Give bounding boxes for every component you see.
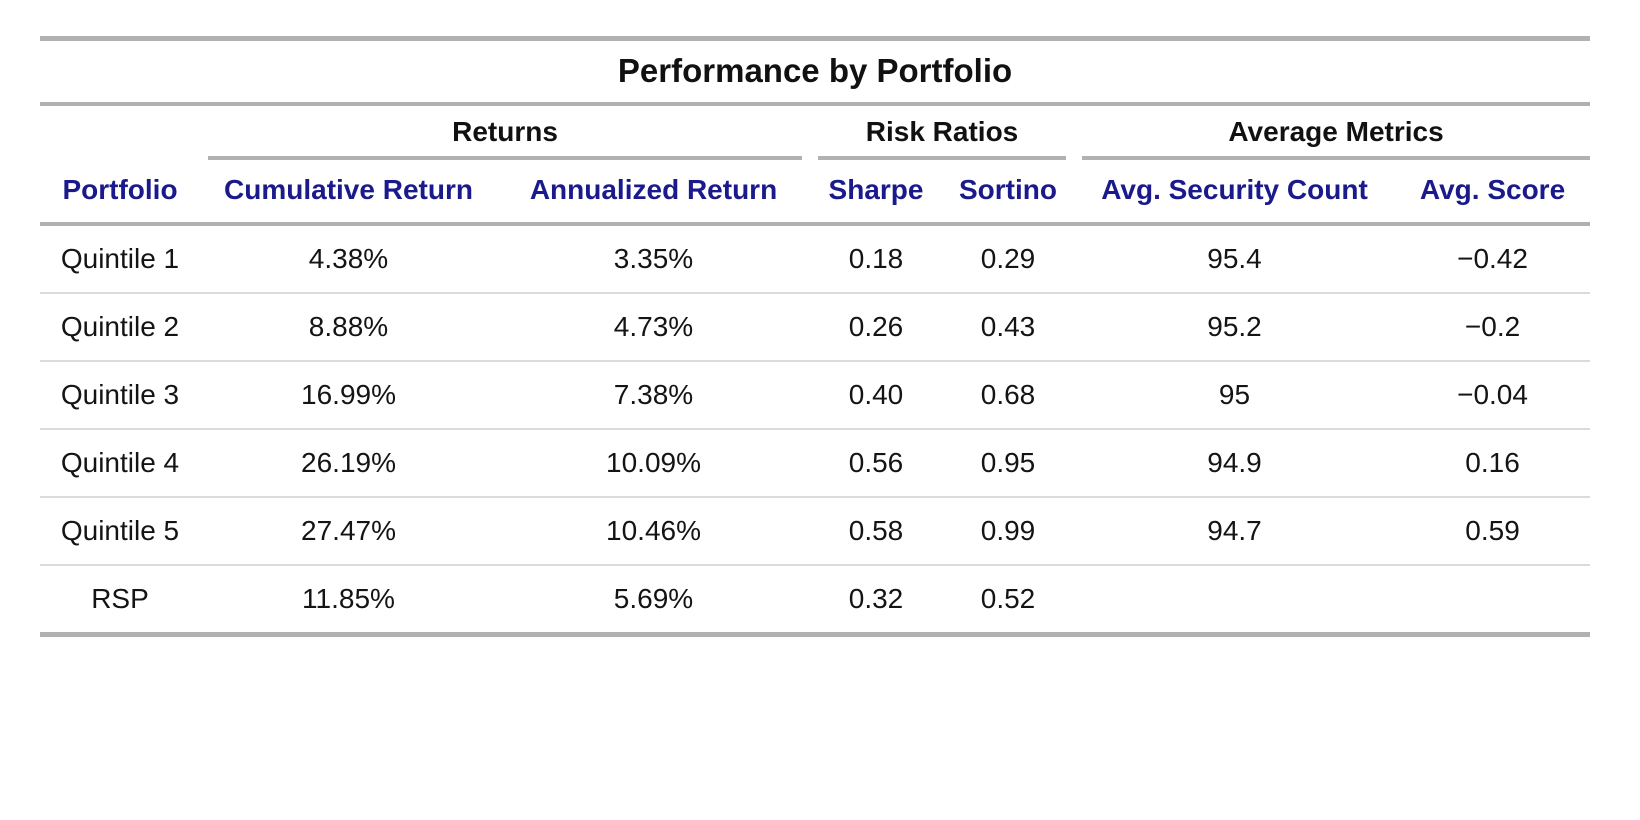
cell-sortino: 0.29 xyxy=(980,243,1036,274)
cell-portfolio: Quintile 5 xyxy=(40,496,200,565)
cell-annualized-return: 4.73% xyxy=(497,292,810,361)
cell-sortino: 0.68 xyxy=(942,360,1074,429)
cell-annualized-return: 3.35% xyxy=(613,243,694,274)
cell-cumulative-return: 4.38% xyxy=(308,243,389,274)
cell-sortino: 0.43 xyxy=(942,292,1074,361)
cell-avg-score xyxy=(1395,564,1591,637)
cell-annualized-return: 10.09% xyxy=(497,428,810,497)
cell-portfolio: RSP xyxy=(40,564,200,637)
column-group-risk-ratios-label: Risk Ratios xyxy=(818,106,1066,160)
cell-sharpe: 0.32 xyxy=(810,564,942,637)
cell-avg-security-count: 95.2 xyxy=(1074,292,1395,361)
cell-sharpe: 0.58 xyxy=(810,496,942,565)
table-row-quintile-3: Quintile 3 16.99% 7.38% 0.40 0.68 95 −0.… xyxy=(40,360,1591,429)
table-row-quintile-5: Quintile 5 27.47% 10.46% 0.58 0.99 94.7 … xyxy=(40,496,1591,565)
column-header-avg-security-count: Avg. Security Count xyxy=(1074,160,1395,226)
cell-sharpe: 0.56 xyxy=(810,428,942,497)
column-header-cumulative-return: Cumulative Return xyxy=(200,160,497,226)
cell-cumulative-return: 26.19% xyxy=(200,428,497,497)
cell-sortino: 0.95 xyxy=(942,428,1074,497)
cell-annualized-return: 10.46% xyxy=(497,496,810,565)
cell-sharpe: 0.40 xyxy=(810,360,942,429)
column-header-sharpe: Sharpe xyxy=(810,160,942,226)
column-header-avg-score: Avg. Score xyxy=(1395,160,1591,226)
table-row-rsp: RSP 11.85% 5.69% 0.32 0.52 xyxy=(40,564,1591,637)
column-group-empty xyxy=(40,104,200,160)
cell-avg-score: −0.2 xyxy=(1395,292,1591,361)
column-group-risk-ratios: Risk Ratios xyxy=(810,104,1074,160)
table-title: Performance by Portfolio xyxy=(40,36,1591,106)
title-row: Performance by Portfolio xyxy=(40,36,1591,106)
column-header-portfolio: Portfolio xyxy=(40,160,200,226)
column-header-annualized-return: Annualized Return xyxy=(497,160,810,226)
cell-annualized-return: 7.38% xyxy=(497,360,810,429)
performance-table: Performance by Portfolio Returns Risk Ra… xyxy=(40,36,1591,637)
table-row-quintile-4: Quintile 4 26.19% 10.09% 0.56 0.95 94.9 … xyxy=(40,428,1591,497)
cell-portfolio: Quintile 4 xyxy=(40,428,200,497)
cell-portfolio: Quintile 1 xyxy=(60,243,180,274)
column-group-row: Returns Risk Ratios Average Metrics xyxy=(40,104,1591,160)
cell-portfolio: Quintile 2 xyxy=(40,292,200,361)
cell-sharpe: 0.18 xyxy=(848,243,904,274)
cell-avg-score: −0.42 xyxy=(1457,243,1528,274)
cell-avg-score: 0.59 xyxy=(1395,496,1591,565)
column-group-returns: Returns xyxy=(200,104,810,160)
cell-cumulative-return: 8.88% xyxy=(200,292,497,361)
cell-cumulative-return: 27.47% xyxy=(200,496,497,565)
cell-avg-security-count xyxy=(1074,564,1395,637)
column-header-sortino: Sortino xyxy=(942,160,1074,226)
column-group-average-metrics-label: Average Metrics xyxy=(1082,106,1591,160)
table-row-quintile-1: Quintile 1 4.38% 3.35% 0.18 0.29 95.4 −0… xyxy=(40,224,1590,293)
cell-cumulative-return: 11.85% xyxy=(200,564,497,637)
column-group-returns-label: Returns xyxy=(208,106,802,160)
cell-portfolio: Quintile 3 xyxy=(40,360,200,429)
cell-sortino: 0.52 xyxy=(942,564,1074,637)
cell-avg-score: −0.04 xyxy=(1395,360,1591,429)
cell-annualized-return: 5.69% xyxy=(497,564,810,637)
column-group-average-metrics: Average Metrics xyxy=(1074,104,1591,160)
cell-avg-security-count: 94.9 xyxy=(1074,428,1395,497)
cell-avg-security-count: 94.7 xyxy=(1074,496,1395,565)
cell-avg-score: 0.16 xyxy=(1395,428,1591,497)
table-row-quintile-2: Quintile 2 8.88% 4.73% 0.26 0.43 95.2 −0… xyxy=(40,292,1591,361)
column-header-row: Portfolio Cumulative Return Annualized R… xyxy=(40,160,1591,226)
cell-cumulative-return: 16.99% xyxy=(200,360,497,429)
cell-avg-security-count: 95 xyxy=(1074,360,1395,429)
cell-sortino: 0.99 xyxy=(942,496,1074,565)
cell-avg-security-count: 95.4 xyxy=(1207,243,1262,274)
cell-sharpe: 0.26 xyxy=(810,292,942,361)
